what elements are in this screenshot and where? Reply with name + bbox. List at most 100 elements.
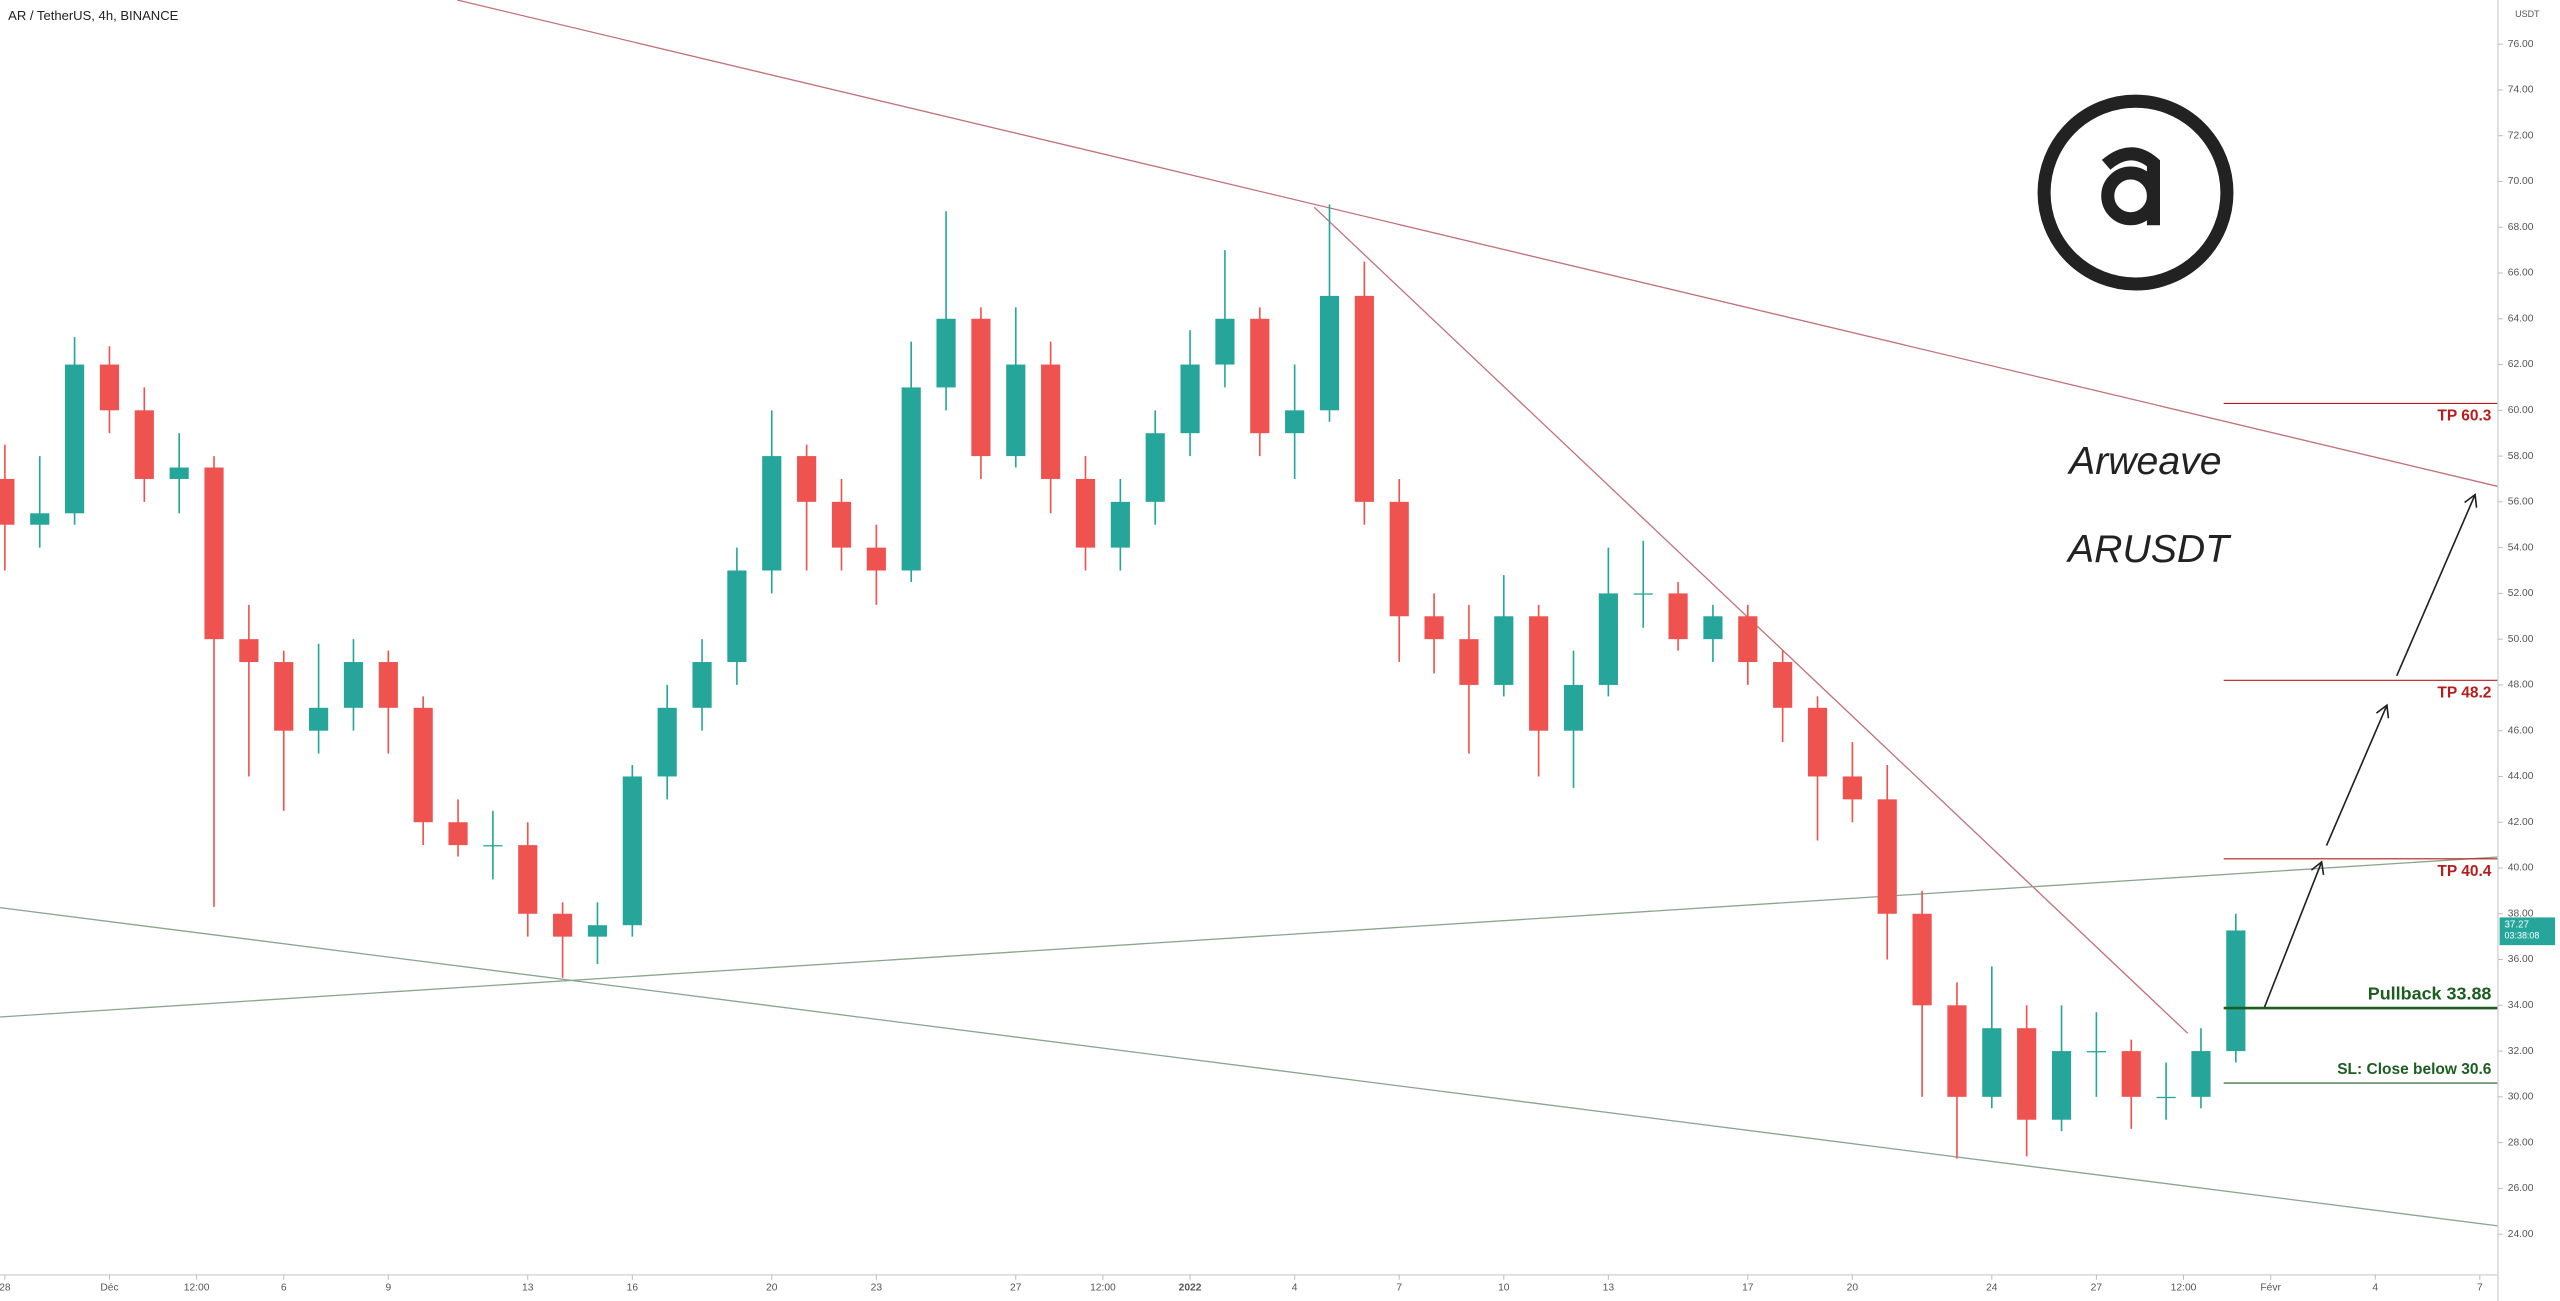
x-tick-label: 20 — [766, 1283, 778, 1294]
candle-body — [1215, 318, 1235, 365]
candle-body — [204, 467, 224, 640]
y-tick-label: 46.00 — [2508, 725, 2534, 736]
level-label: Pullback 33.88 — [2368, 984, 2492, 1004]
x-tick-label: 16 — [627, 1283, 639, 1294]
candle-body — [866, 547, 886, 571]
candle-body — [1738, 616, 1758, 663]
candle-body — [1319, 295, 1340, 411]
x-tick-label: 7 — [1396, 1283, 1402, 1294]
y-tick-label: 28.00 — [2508, 1137, 2534, 1148]
y-tick-label: 72.00 — [2508, 130, 2534, 141]
candle-body — [239, 639, 259, 663]
level-label: TP 60.3 — [2437, 408, 2491, 425]
candle-body — [2051, 1051, 2072, 1120]
currency: USDT — [2515, 9, 2540, 19]
candle-body — [1075, 478, 1096, 548]
x-tick-label: 27 — [2091, 1283, 2103, 1294]
x-tick-label: 17 — [1742, 1283, 1754, 1294]
y-tick-label: 54.00 — [2508, 542, 2534, 553]
y-tick-label: 38.00 — [2508, 908, 2534, 919]
y-tick-label: 70.00 — [2508, 176, 2534, 187]
level-label: SL: Close below 30.6 — [2337, 1061, 2492, 1078]
candle-body — [1145, 433, 1165, 502]
y-tick-label: 26.00 — [2508, 1183, 2534, 1194]
symbol: ARUSDT — [2066, 528, 2232, 571]
y-tick-label: 32.00 — [2508, 1046, 2534, 1057]
countdown: 03:38:08 — [2504, 931, 2539, 941]
candle-body — [1633, 593, 1653, 595]
candle-body — [971, 318, 991, 457]
candle-body — [99, 364, 120, 411]
candle-body — [657, 707, 677, 777]
candle-body — [2191, 1051, 2211, 1097]
candle-body — [1807, 707, 1828, 777]
candle-body — [1424, 616, 1444, 640]
candle-body — [378, 662, 398, 708]
candle-body — [483, 845, 503, 847]
candle-body — [1285, 410, 1305, 434]
candle-body — [1877, 799, 1897, 914]
y-tick-label: 34.00 — [2508, 1000, 2534, 1011]
x-tick-label: 2022 — [1179, 1283, 1202, 1294]
y-tick-label: 56.00 — [2508, 497, 2534, 508]
candle-body — [1494, 616, 1514, 685]
last-price-box — [2499, 917, 2556, 946]
y-tick-label: 48.00 — [2508, 680, 2534, 691]
logo — [2037, 94, 2234, 291]
x-tick-label: Déc — [100, 1283, 118, 1294]
candle-body — [518, 845, 538, 914]
candle-body — [587, 925, 608, 937]
x-tick-label: 13 — [522, 1283, 534, 1294]
candle-body — [1110, 501, 1130, 548]
candle-body — [1180, 364, 1200, 434]
candle-body — [2226, 930, 2246, 1052]
trend-line — [456, 0, 2499, 488]
arrow — [2263, 860, 2325, 1008]
candle-body — [1598, 593, 1618, 685]
candle-body — [622, 776, 642, 926]
candle-body — [553, 913, 573, 937]
level-label: TP 40.4 — [2437, 863, 2491, 880]
y-tick-label: 74.00 — [2508, 85, 2534, 96]
y-tick-label: 58.00 — [2508, 451, 2534, 462]
last-price: 37.27 — [2504, 919, 2528, 930]
y-tick-label: 52.00 — [2508, 588, 2534, 599]
x-tick-label: 6 — [281, 1283, 287, 1294]
x-tick-label: 23 — [871, 1283, 883, 1294]
candle-body — [2017, 1028, 2037, 1120]
x-tick-label: 10 — [1498, 1283, 1510, 1294]
candle-body — [2086, 1051, 2106, 1053]
candle-body — [1354, 295, 1374, 502]
candle-body — [1912, 913, 1932, 1006]
candle-body — [2156, 1096, 2176, 1099]
candle-body — [274, 662, 294, 731]
candle-body — [134, 410, 154, 479]
y-tick-label: 76.00 — [2508, 39, 2534, 50]
y-tick-label: 44.00 — [2508, 771, 2534, 782]
x-tick-label: 27 — [1010, 1283, 1022, 1294]
candle-body — [762, 456, 782, 571]
coin-name: Arweave — [2067, 440, 2221, 483]
candle-body — [0, 478, 15, 525]
candle-body — [1389, 501, 1409, 617]
x-tick-label: Févr — [2260, 1283, 2281, 1294]
x-tick-label: 4 — [2372, 1283, 2378, 1294]
y-tick-label: 50.00 — [2508, 634, 2534, 645]
y-tick-label: 36.00 — [2508, 954, 2534, 965]
candle-body — [1041, 364, 1061, 479]
candle-body — [413, 707, 433, 823]
candle-body — [1459, 639, 1479, 685]
candle-body — [169, 467, 189, 479]
candle-body — [343, 662, 364, 708]
candle-body — [831, 501, 852, 548]
y-tick-label: 24.00 — [2508, 1229, 2534, 1240]
x-tick-label: 4 — [1292, 1283, 1298, 1294]
candle-body — [65, 364, 85, 514]
candle-body — [2121, 1051, 2141, 1097]
candle-body — [1703, 616, 1723, 640]
candle-body — [727, 570, 747, 663]
arrow — [2395, 493, 2478, 677]
candle-body — [1006, 364, 1026, 457]
